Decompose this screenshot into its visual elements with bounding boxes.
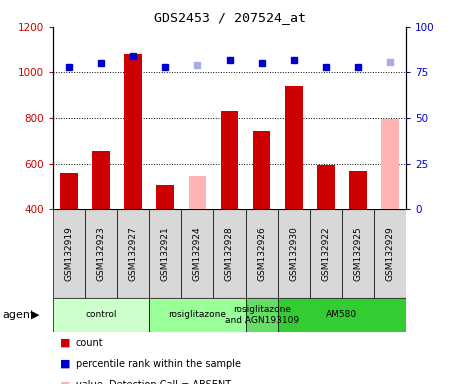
Bar — [85, 209, 117, 298]
Text: GSM132929: GSM132929 — [386, 226, 395, 281]
Bar — [92, 151, 110, 209]
Bar — [53, 209, 85, 298]
Text: count: count — [76, 338, 103, 348]
Text: rosiglitazone: rosiglitazone — [168, 310, 226, 319]
Bar — [124, 54, 142, 209]
Text: ■: ■ — [60, 338, 70, 348]
Bar — [285, 86, 302, 209]
Bar — [317, 165, 335, 209]
Bar — [157, 185, 174, 209]
Bar — [60, 173, 78, 209]
Text: GSM132922: GSM132922 — [321, 226, 330, 281]
Text: GSM132921: GSM132921 — [161, 226, 170, 281]
Bar — [253, 131, 270, 209]
Bar — [278, 209, 310, 298]
Text: AM580: AM580 — [326, 310, 358, 319]
Text: GSM132923: GSM132923 — [96, 226, 106, 281]
Text: ■: ■ — [60, 380, 70, 384]
Bar — [381, 119, 399, 209]
Bar — [349, 170, 367, 209]
Text: GSM132928: GSM132928 — [225, 226, 234, 281]
Bar — [213, 209, 246, 298]
Text: ■: ■ — [60, 359, 70, 369]
Bar — [117, 209, 149, 298]
Text: GSM132919: GSM132919 — [64, 226, 73, 281]
Bar — [189, 176, 206, 209]
Bar — [278, 298, 406, 332]
Text: ▶: ▶ — [31, 310, 40, 320]
Bar — [374, 209, 406, 298]
Text: GSM132925: GSM132925 — [353, 226, 363, 281]
Bar — [342, 209, 374, 298]
Text: control: control — [85, 310, 117, 319]
Text: GSM132926: GSM132926 — [257, 226, 266, 281]
Bar — [149, 298, 246, 332]
Text: rosiglitazone
and AGN193109: rosiglitazone and AGN193109 — [224, 305, 299, 324]
Text: value, Detection Call = ABSENT: value, Detection Call = ABSENT — [76, 380, 231, 384]
Title: GDS2453 / 207524_at: GDS2453 / 207524_at — [153, 11, 306, 24]
Bar — [221, 111, 238, 209]
Bar — [53, 298, 149, 332]
Bar — [310, 209, 342, 298]
Bar — [181, 209, 213, 298]
Bar — [246, 209, 278, 298]
Text: GSM132927: GSM132927 — [129, 226, 138, 281]
Text: GSM132924: GSM132924 — [193, 226, 202, 281]
Bar — [149, 209, 181, 298]
Text: percentile rank within the sample: percentile rank within the sample — [76, 359, 241, 369]
Text: GSM132930: GSM132930 — [289, 226, 298, 281]
Bar — [246, 298, 278, 332]
Text: agent: agent — [2, 310, 35, 320]
